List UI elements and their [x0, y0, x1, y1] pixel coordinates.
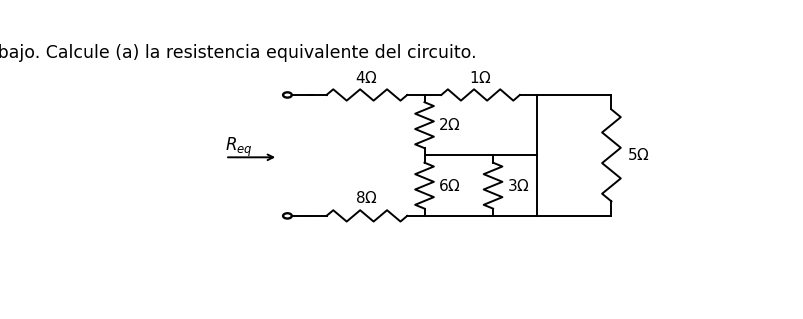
Text: 2$\Omega$: 2$\Omega$: [438, 117, 460, 133]
Text: 5$\Omega$: 5$\Omega$: [626, 147, 649, 163]
Text: 1$\Omega$: 1$\Omega$: [469, 70, 491, 85]
Text: [2] Observe el circuito abajo. Calcule (a) la resistencia equivalente del circui: [2] Observe el circuito abajo. Calcule (…: [0, 44, 476, 62]
Text: 3$\Omega$: 3$\Omega$: [506, 178, 529, 194]
Text: $R_{eq}$: $R_{eq}$: [225, 136, 252, 159]
Text: 8$\Omega$: 8$\Omega$: [355, 190, 378, 206]
Text: 4$\Omega$: 4$\Omega$: [355, 70, 378, 85]
Text: 6$\Omega$: 6$\Omega$: [438, 178, 460, 194]
